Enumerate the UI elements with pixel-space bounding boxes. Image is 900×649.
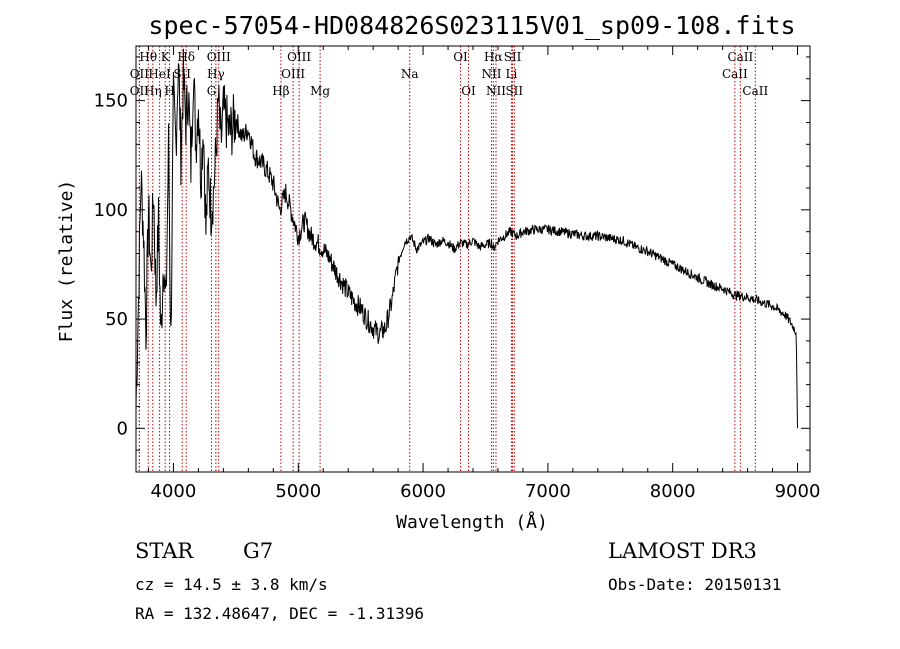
spectral-line-label: Mg [310, 84, 330, 98]
obs-date: Obs-Date: 20150131 [608, 575, 782, 594]
spectral-line-label: Li [506, 67, 518, 81]
spectral-line-label: NII [481, 67, 501, 81]
x-tick-label: 4000 [151, 481, 197, 502]
x-tick-label: 9000 [775, 481, 821, 502]
spectral-line-labels: Hθ OII OII K HeI Hη Hδ SII H OIII Hγ G OIII OIII Hβ Mg N… [130, 50, 769, 98]
redshift-value: cz = 14.5 ± 3.8 km/s [135, 575, 328, 594]
spectrum-line [135, 48, 798, 429]
spectral-line-label: K [161, 50, 171, 64]
spectral-line-label: SII [504, 50, 522, 64]
x-tick-label: 8000 [650, 481, 696, 502]
y-tick-label: 0 [117, 418, 128, 439]
object-class: STAR [135, 539, 194, 563]
spectral-line-label: CaII [722, 67, 748, 81]
x-tick-label: 6000 [400, 481, 446, 502]
spectral-line-label: Hδ [177, 50, 195, 64]
x-tick-label: 5000 [275, 481, 321, 502]
x-tick-label: 7000 [525, 481, 571, 502]
spectral-line-label: HeI [148, 67, 171, 81]
y-axis-label: Flux (relative) [56, 180, 77, 343]
spectral-line-label: OI [461, 84, 476, 98]
spectral-line-label: OII [130, 67, 150, 81]
y-tick-label: 50 [105, 309, 128, 330]
y-tick-label: 150 [94, 91, 128, 112]
spectral-line-label: OII [130, 84, 150, 98]
spectral-line-label: Hη [144, 84, 162, 98]
survey-name: LAMOST DR3 [608, 539, 757, 563]
y-axis: 0 50 100 150 [94, 56, 810, 451]
spectrum-series-layer [135, 48, 798, 429]
object-subclass: G7 [243, 539, 274, 563]
spectral-line-label: OI [453, 50, 468, 64]
spectral-line-label: Hβ [272, 84, 289, 98]
spectral-line-label: OIII [207, 50, 231, 64]
spectral-line-label: Hθ [139, 50, 157, 64]
coordinates: RA = 132.48647, DEC = -1.31396 [135, 604, 424, 623]
spectral-line-label: H [164, 84, 174, 98]
spectral-line-label: OIII [281, 67, 305, 81]
y-tick-label: 100 [94, 200, 128, 221]
spectral-line-label: G [207, 84, 217, 98]
spectral-line-label: Hα [484, 50, 503, 64]
spectral-line-label: NII [486, 84, 506, 98]
x-axis: 4000 5000 6000 7000 8000 9000 [147, 46, 821, 502]
chart-title: spec-57054-HD084826S023115V01_sp09-108.f… [148, 11, 795, 40]
spectral-line-label: Hγ [207, 67, 225, 81]
x-axis-label: Wavelength (Å) [396, 511, 548, 533]
spectral-line-label: Na [401, 67, 419, 81]
spectral-lines-layer [138, 46, 756, 472]
spectral-line-label: SII [505, 84, 523, 98]
spectral-line-label: OIII [287, 50, 311, 64]
plot-frame [135, 45, 811, 473]
spectral-line-label: SII [173, 67, 191, 81]
spectral-line-label: CaII [742, 84, 768, 98]
spectral-line-label: CaII [727, 50, 753, 64]
